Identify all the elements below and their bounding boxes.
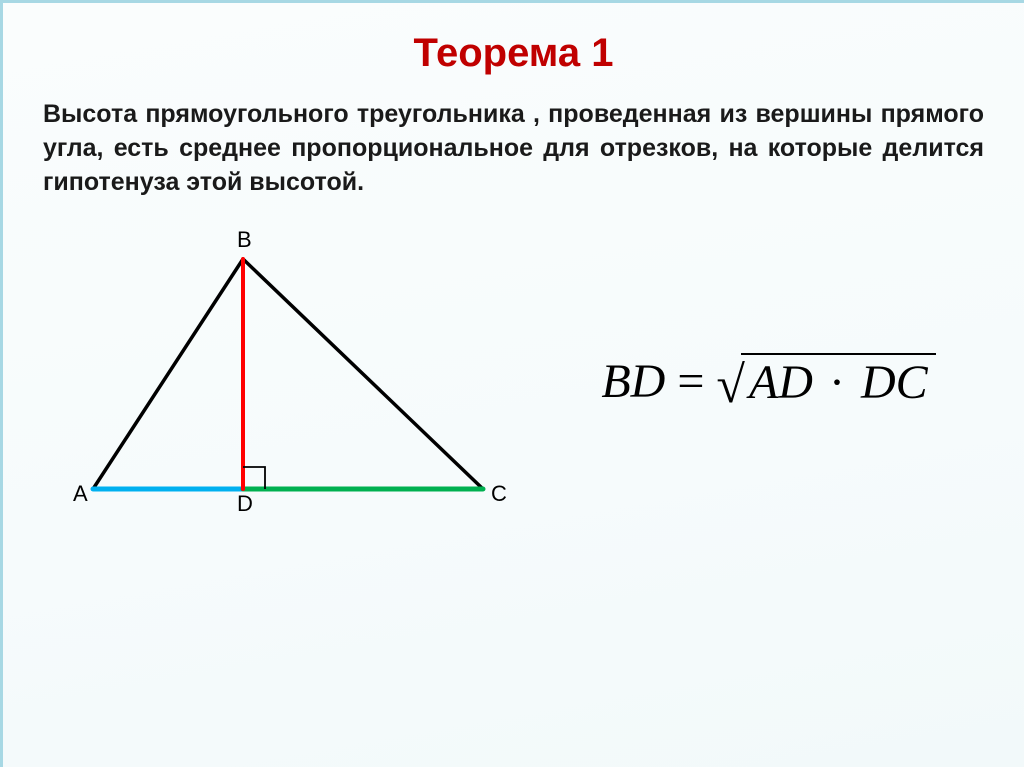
radicand: AD · DC	[741, 353, 936, 410]
content-row: A B C D BD = √ AD · DC	[43, 229, 984, 534]
vertex-label-D: D	[237, 491, 253, 516]
segment-BC	[243, 259, 483, 489]
theorem-title: Теорема 1	[43, 31, 984, 76]
segment-AB	[93, 259, 243, 489]
cdot-icon: ·	[825, 356, 849, 409]
right-angle-marker	[243, 467, 265, 489]
formula-wrap: BD = √ AD · DC	[553, 353, 984, 410]
theorem-statement: Высота прямоугольного треугольника , про…	[43, 98, 984, 199]
sqrt: √ AD · DC	[716, 353, 935, 410]
vertex-label-C: C	[491, 481, 507, 506]
radicand-left: AD	[749, 356, 813, 409]
formula: BD = √ AD · DC	[601, 353, 935, 410]
radical-sign: √	[716, 360, 745, 412]
formula-lhs: BD	[601, 354, 665, 409]
equals-sign: =	[677, 354, 704, 409]
triangle-diagram: A B C D	[43, 229, 513, 534]
diagram-svg: A B C D	[63, 229, 513, 529]
vertex-label-A: A	[73, 481, 88, 506]
radicand-right: DC	[861, 356, 928, 409]
slide: Теорема 1 Высота прямоугольного треуголь…	[3, 3, 1024, 767]
vertex-label-B: B	[237, 229, 252, 252]
